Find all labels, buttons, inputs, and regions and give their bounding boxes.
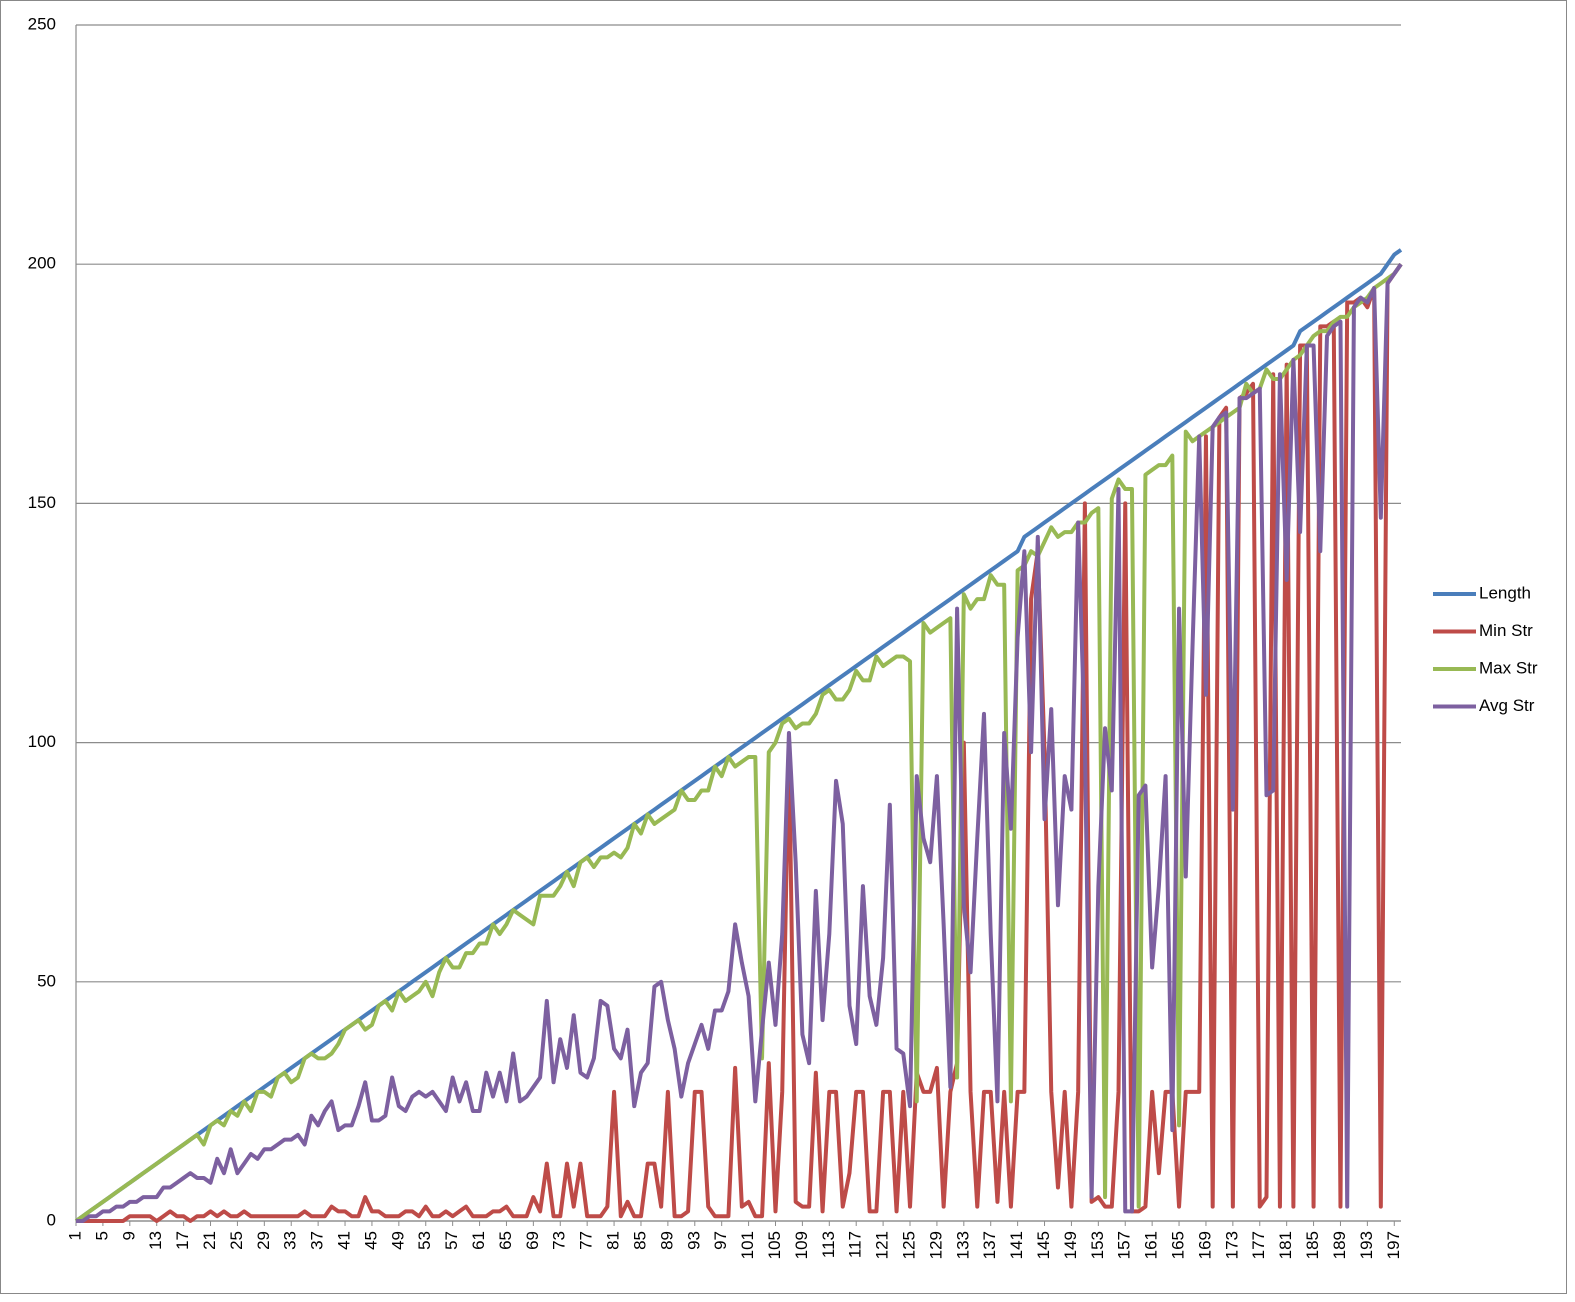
- x-tick-label: 1: [65, 1231, 84, 1240]
- x-tick-label: 173: [1222, 1231, 1241, 1259]
- x-tick-label: 37: [308, 1231, 327, 1250]
- x-tick-label: 77: [577, 1231, 596, 1250]
- x-tick-label: 157: [1115, 1231, 1134, 1259]
- legend-label: Length: [1479, 583, 1531, 602]
- x-tick-label: 9: [119, 1231, 138, 1240]
- x-tick-label: 153: [1088, 1231, 1107, 1259]
- y-tick-label: 100: [28, 732, 56, 751]
- x-tick-label: 193: [1357, 1231, 1376, 1259]
- line-series: [74, 263, 1403, 1223]
- x-tick-label: 137: [980, 1231, 999, 1259]
- x-tick-label: 45: [361, 1231, 380, 1250]
- x-tick-label: 41: [335, 1231, 354, 1250]
- x-tick-label: 69: [523, 1231, 542, 1250]
- y-tick-label: 150: [28, 493, 56, 512]
- x-tick-label: 129: [926, 1231, 945, 1259]
- x-tick-label: 17: [173, 1231, 192, 1250]
- x-tick-label: 113: [819, 1231, 838, 1258]
- x-tick-label: 125: [899, 1231, 918, 1259]
- x-tick-label: 97: [711, 1231, 730, 1250]
- x-tick-label: 93: [684, 1231, 703, 1250]
- x-tick-label: 53: [415, 1231, 434, 1250]
- legend-label: Avg Str: [1479, 696, 1535, 715]
- y-tick-label: 200: [28, 254, 56, 273]
- x-tick-label: 73: [550, 1231, 569, 1250]
- x-tick-label: 33: [281, 1231, 300, 1250]
- x-tick-label: 5: [92, 1231, 111, 1240]
- x-tick-label: 89: [657, 1231, 676, 1250]
- x-tick-label: 13: [146, 1231, 165, 1250]
- legend-label: Min Str: [1479, 621, 1533, 640]
- x-tick-label: 149: [1061, 1231, 1080, 1259]
- x-tick-label: 109: [792, 1231, 811, 1259]
- x-tick-label: 65: [496, 1231, 515, 1250]
- x-tick-label: 29: [254, 1231, 273, 1250]
- y-tick-label: 50: [37, 971, 56, 990]
- x-tick-label: 181: [1276, 1231, 1295, 1259]
- x-tick-label: 197: [1384, 1231, 1403, 1259]
- y-tick-label: 250: [28, 14, 56, 33]
- x-tick-label: 85: [630, 1231, 649, 1250]
- x-tick-label: 117: [846, 1231, 865, 1258]
- line-series: [76, 263, 1403, 1223]
- x-tick-label: 57: [442, 1231, 461, 1250]
- x-tick-label: 25: [227, 1231, 246, 1250]
- x-tick-label: 185: [1303, 1231, 1322, 1259]
- x-tick-label: 105: [765, 1231, 784, 1259]
- x-tick-label: 49: [388, 1231, 407, 1250]
- x-tick-label: 101: [738, 1231, 757, 1259]
- x-tick-label: 81: [604, 1231, 623, 1250]
- x-tick-label: 177: [1249, 1231, 1268, 1259]
- x-tick-label: 169: [1195, 1231, 1214, 1259]
- x-tick-label: 141: [1007, 1231, 1026, 1259]
- x-tick-label: 21: [200, 1231, 219, 1250]
- x-tick-label: 133: [953, 1231, 972, 1259]
- x-tick-label: 161: [1142, 1231, 1161, 1259]
- line-series: [74, 248, 1403, 1223]
- x-tick-label: 61: [469, 1231, 488, 1250]
- legend-label: Max Str: [1479, 658, 1538, 677]
- line-series: [76, 263, 1403, 1223]
- x-tick-label: 189: [1330, 1231, 1349, 1259]
- y-tick-label: 0: [47, 1210, 56, 1229]
- x-tick-label: 165: [1169, 1231, 1188, 1259]
- x-tick-label: 145: [1034, 1231, 1053, 1259]
- x-tick-label: 121: [873, 1231, 892, 1259]
